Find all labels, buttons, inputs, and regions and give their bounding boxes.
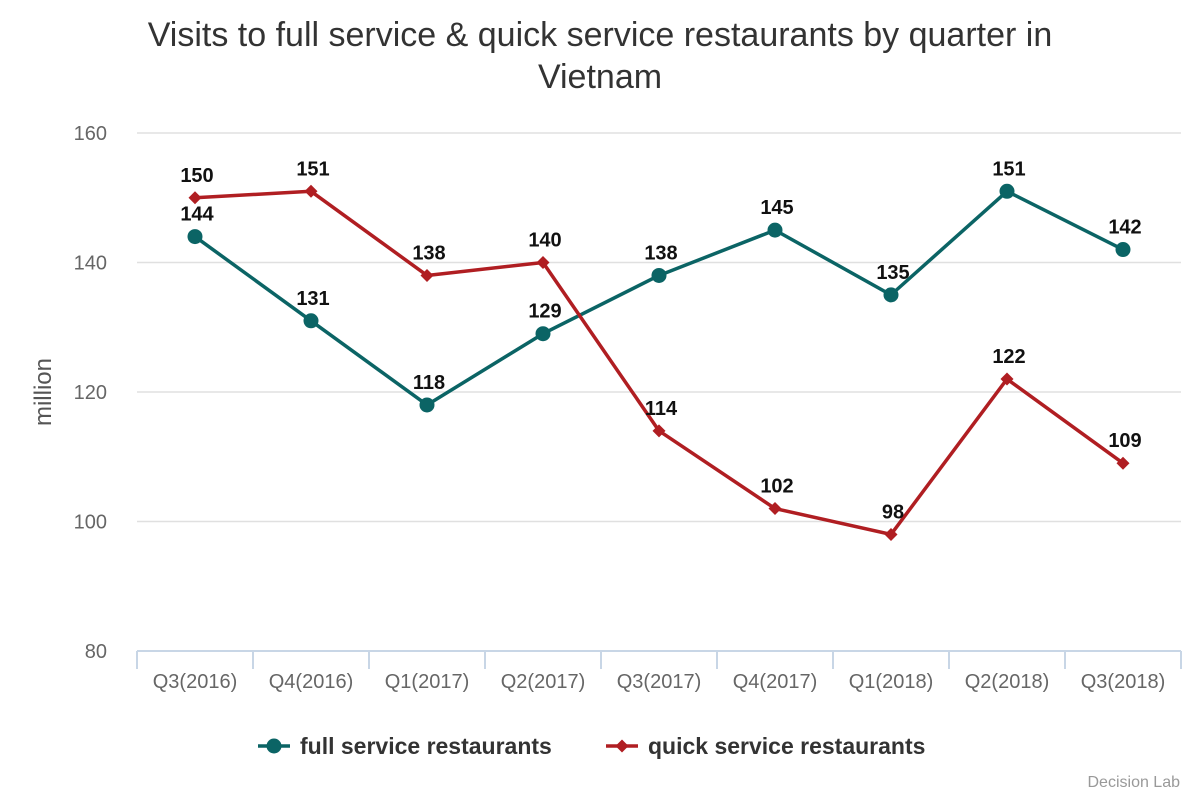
x-tick-label: Q4(2016)	[269, 671, 354, 693]
data-point-0	[535, 326, 551, 342]
y-tick-label: 160	[74, 123, 107, 145]
data-point-1	[1000, 372, 1014, 386]
data-label-1: 98	[882, 501, 904, 523]
data-label-0: 151	[992, 158, 1025, 180]
x-tick-label: Q2(2018)	[965, 671, 1050, 693]
data-label-1: 138	[412, 242, 445, 264]
data-label-1: 102	[760, 476, 793, 498]
chart-title: Visits to full service & quick service r…	[0, 14, 1200, 98]
data-label-0: 142	[1108, 217, 1141, 239]
data-label-1: 150	[180, 165, 213, 187]
legend-label-0: full service restaurants	[300, 733, 552, 759]
x-tick-label: Q3(2016)	[153, 671, 238, 693]
data-point-0	[187, 229, 203, 245]
data-point-1	[652, 424, 666, 438]
data-point-1	[536, 256, 550, 269]
data-point-1	[304, 184, 318, 198]
y-tick-label: 80	[85, 641, 107, 663]
data-point-0	[419, 397, 435, 413]
data-point-0	[767, 222, 783, 238]
data-point-0	[883, 287, 899, 303]
x-tick-label: Q2(2017)	[501, 671, 586, 693]
data-label-1: 151	[296, 158, 329, 180]
data-label-1: 114	[645, 398, 678, 420]
x-tick-label: Q3(2017)	[617, 671, 702, 693]
data-label-0: 144	[180, 204, 214, 226]
legend-marker-1	[615, 739, 629, 753]
data-point-1	[884, 527, 898, 541]
chart-title-line-2: Vietnam	[537, 58, 663, 96]
x-tick-label: Q1(2017)	[385, 671, 470, 693]
data-label-1: 109	[1108, 430, 1141, 452]
legend-label-1: quick service restaurants	[648, 733, 925, 759]
series-line-0	[193, 189, 1124, 407]
data-point-0	[999, 183, 1015, 199]
data-label-0: 145	[760, 197, 793, 219]
data-point-1	[420, 268, 434, 282]
data-point-1	[188, 191, 202, 205]
data-label-0: 129	[528, 301, 561, 323]
data-point-0	[1115, 242, 1131, 258]
data-point-1	[768, 502, 782, 516]
x-tick-label: Q3(2018)	[1081, 671, 1166, 693]
y-tick-label: 140	[74, 253, 107, 275]
data-label-1: 140	[528, 230, 561, 252]
data-point-0	[303, 313, 319, 329]
data-label-0: 118	[413, 372, 445, 394]
y-tick-label: 100	[74, 512, 107, 534]
data-point-0	[651, 267, 667, 283]
chart-title-line-1: Visits to full service & quick service r…	[147, 16, 1053, 54]
data-label-1: 122	[992, 346, 1025, 368]
legend-marker-0	[266, 738, 282, 754]
data-label-0: 135	[876, 262, 909, 284]
y-tick-label: 120	[74, 382, 107, 404]
x-tick-label: Q4(2017)	[733, 671, 818, 693]
data-label-0: 138	[644, 242, 677, 264]
data-point-1	[1116, 456, 1130, 470]
y-axis-title: million	[30, 358, 57, 426]
data-label-0: 131	[296, 288, 329, 310]
x-tick-label: Q1(2018)	[849, 671, 934, 693]
credit-text: Decision Lab	[1087, 774, 1181, 791]
